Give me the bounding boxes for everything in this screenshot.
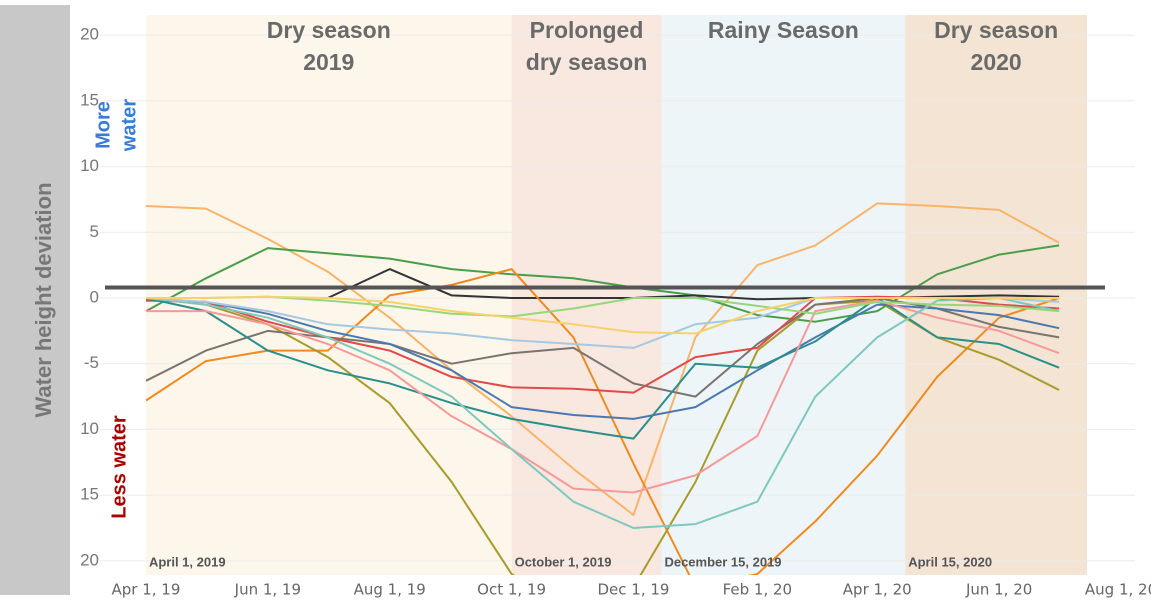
- y-tick-label: 10: [80, 419, 99, 438]
- season-label: 2019: [303, 49, 354, 75]
- x-tick-label: Aug 1, 19: [354, 581, 426, 599]
- season-date-label: April 1, 2019: [149, 554, 226, 569]
- y-tick-label: 10: [80, 156, 99, 175]
- series-line: [327, 268, 1060, 301]
- x-tick-label: Jun 1, 20: [965, 581, 1032, 599]
- season-label: 2020: [971, 49, 1022, 75]
- x-tick-label: Feb 1, 20: [723, 581, 793, 599]
- y-axis-title: Water height deviation: [31, 182, 56, 417]
- y-tick-label: 5: [90, 222, 99, 241]
- season-date-label: October 1, 2019: [515, 554, 612, 569]
- series-line: [145, 202, 1060, 516]
- season-label: dry season: [526, 49, 647, 75]
- series-line: [145, 298, 1060, 420]
- y-tick-label: 15: [80, 90, 99, 109]
- season-date-label: December 15, 2019: [664, 554, 781, 569]
- y-tick-label: 0: [90, 287, 99, 306]
- x-tick-label: Dec 1, 19: [598, 581, 670, 599]
- season-label: Prolonged: [530, 17, 644, 43]
- series-line: [146, 299, 1060, 494]
- series-line: [145, 297, 1060, 440]
- y-tick-label: -5: [84, 353, 99, 372]
- series-line: [145, 297, 1060, 529]
- season-label: Rainy Season: [708, 17, 859, 43]
- season-band: [511, 15, 662, 575]
- series-line: [145, 268, 1060, 575]
- y-tick-label: 20: [80, 25, 99, 44]
- x-tick-label: Apr 1, 19: [112, 581, 181, 599]
- season-label: Dry season: [934, 17, 1058, 43]
- annotation: water: [118, 99, 140, 152]
- y-tick-label: 15: [80, 485, 99, 504]
- y-label-band: [0, 5, 70, 595]
- series-line: [146, 295, 1060, 335]
- foreground: Dry season 2019 April 1, 2019 Prolonged dry …: [105, 17, 1105, 569]
- x-tick-label: Aug 1, 20: [1085, 581, 1151, 599]
- x-tick-label: Jun 1, 19: [234, 581, 301, 599]
- y-tick-label: 20: [80, 550, 99, 569]
- series-line: [145, 244, 1060, 323]
- season-label: Dry season: [267, 17, 391, 43]
- lines: [145, 202, 1060, 575]
- x-tick-label: Oct 1, 19: [477, 581, 546, 599]
- annotation: Less water: [108, 415, 130, 519]
- annotation: More: [92, 101, 114, 149]
- series-line: [146, 295, 1060, 318]
- x-tick-label: Apr 1, 20: [843, 581, 912, 599]
- season-date-label: April 15, 2020: [908, 554, 992, 569]
